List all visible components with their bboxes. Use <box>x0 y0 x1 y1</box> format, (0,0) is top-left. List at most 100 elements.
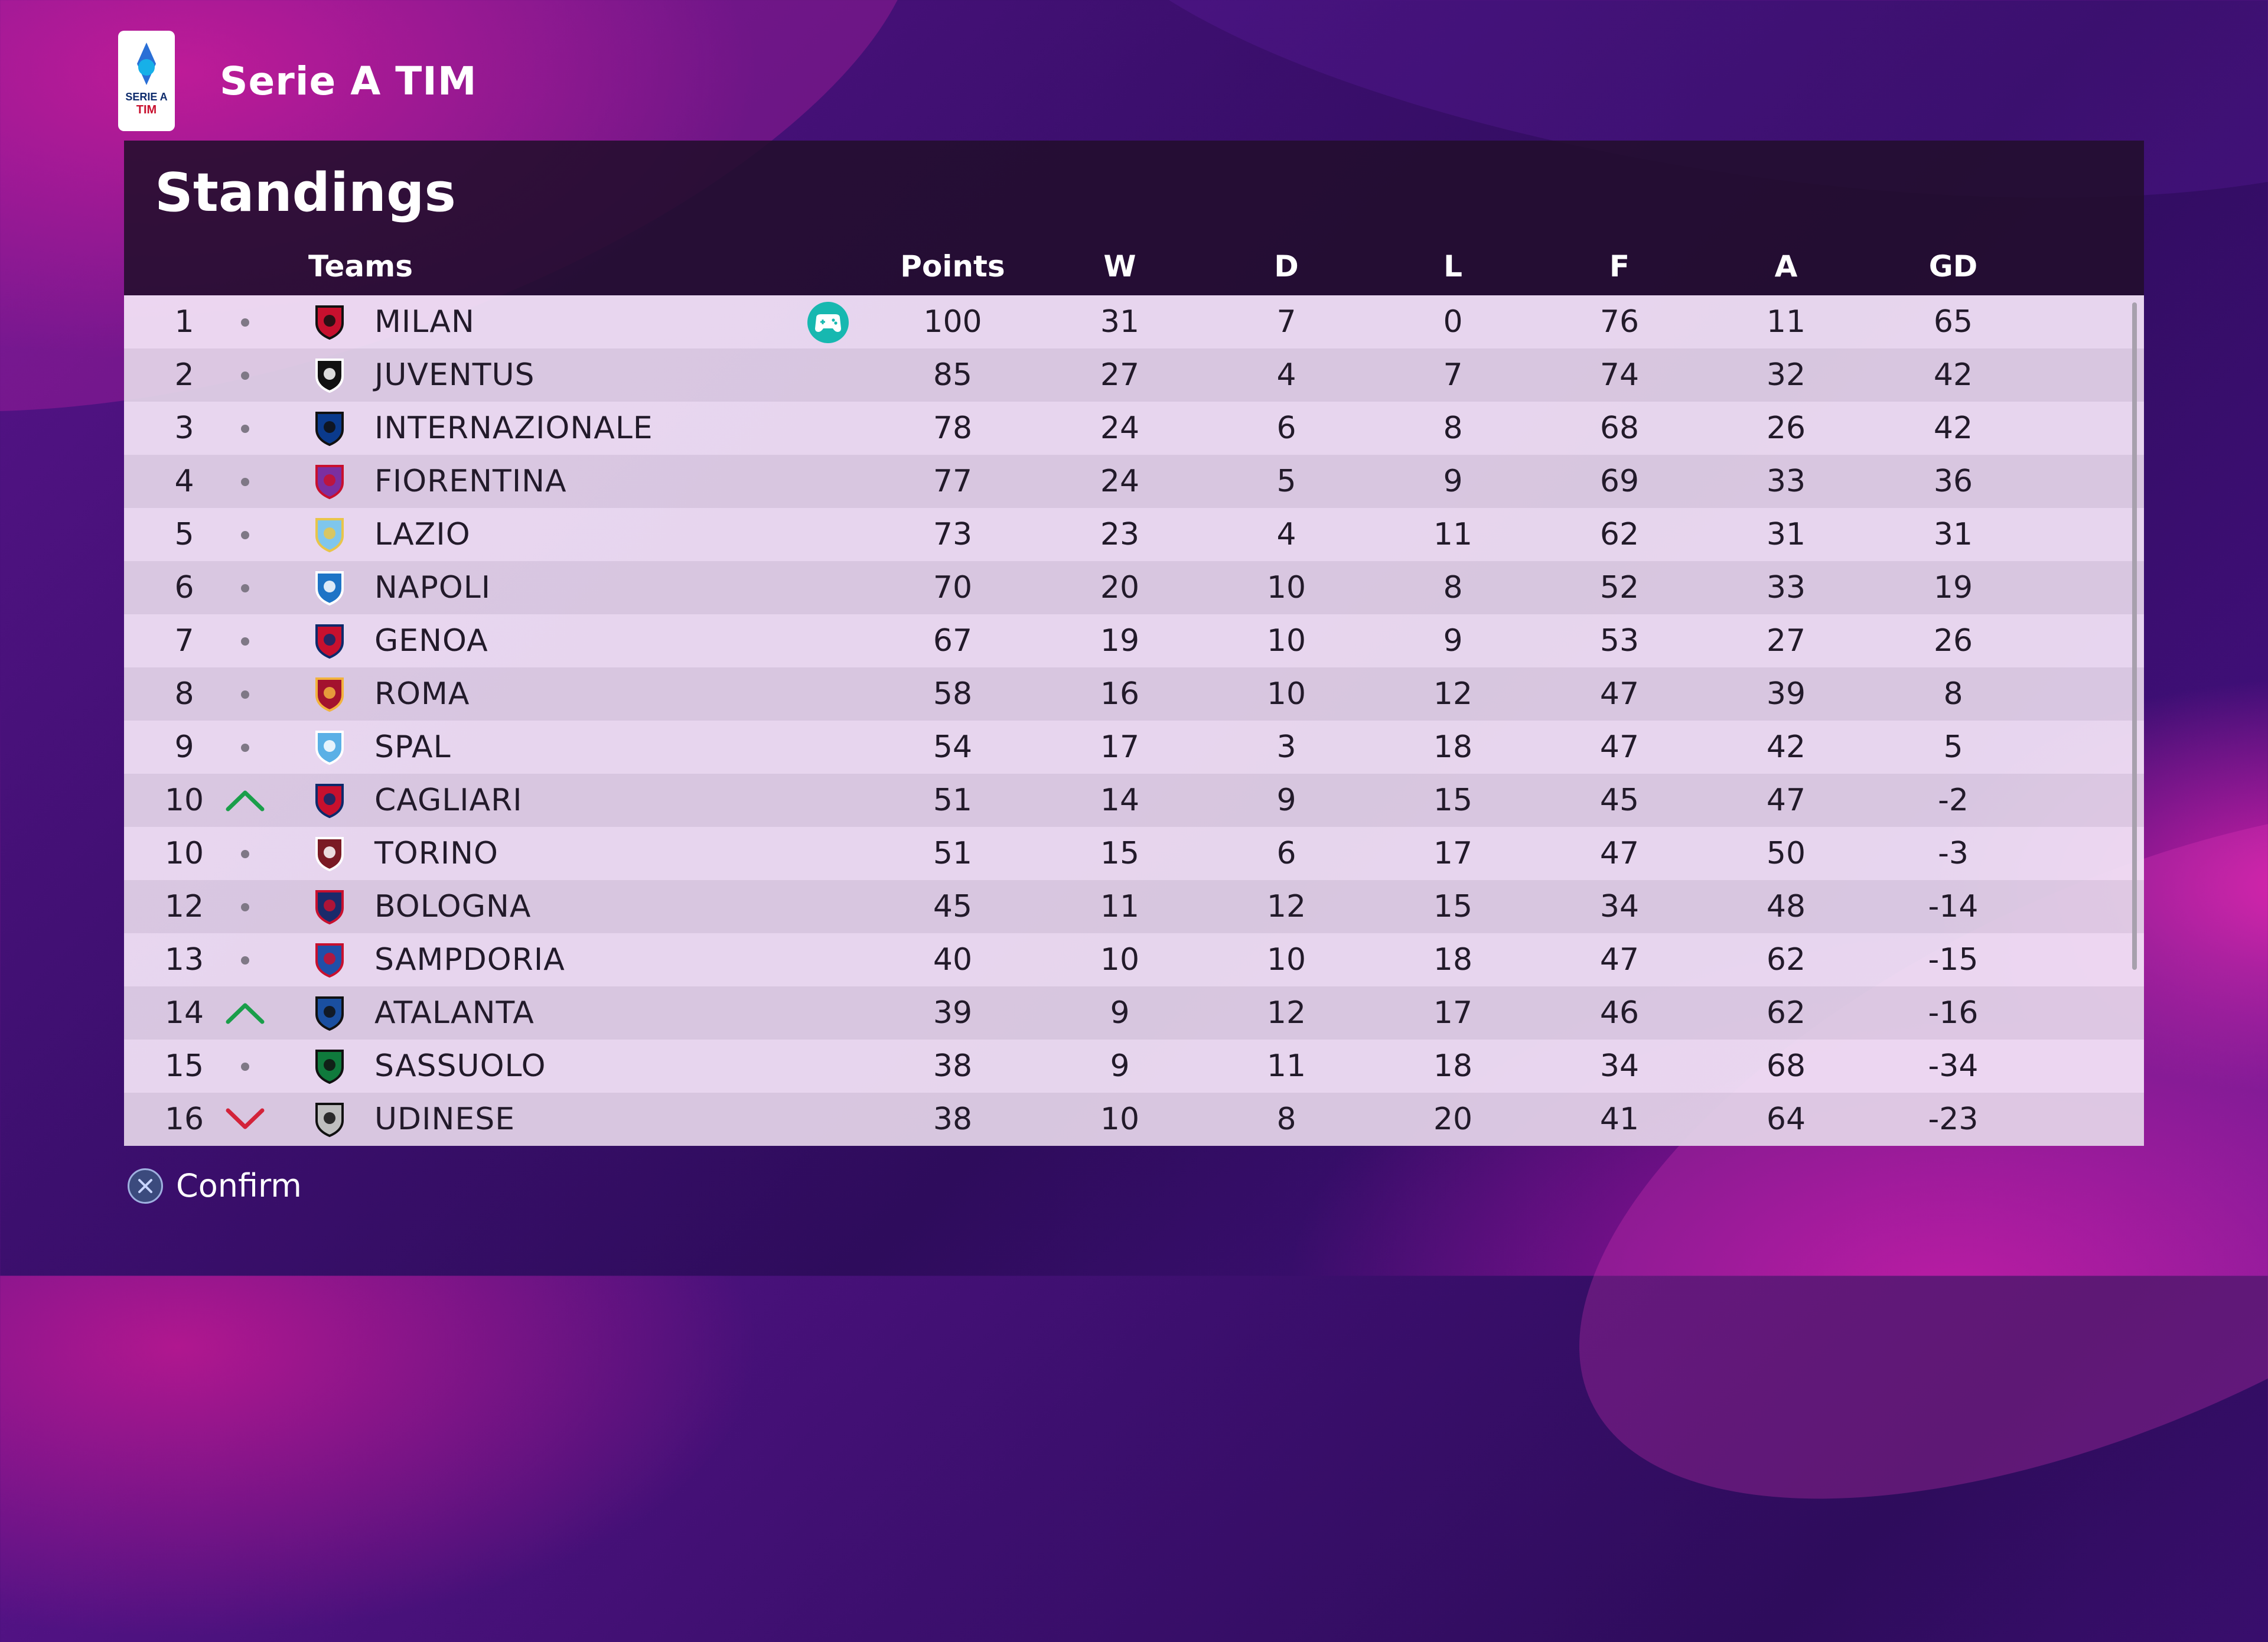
position-cell: 7 <box>174 623 194 659</box>
d-cell: 5 <box>1276 464 1296 499</box>
table-row[interactable]: 12 BOLOGNA 45 11 12 15 34 48 -14 <box>124 880 2144 933</box>
team-name: GENOA <box>374 623 488 659</box>
d-cell: 6 <box>1276 836 1296 871</box>
position-cell: 14 <box>164 995 204 1031</box>
napoli-crest-icon <box>315 571 344 606</box>
a-cell: 62 <box>1766 995 1806 1031</box>
table-row[interactable]: 9 SPAL 54 17 3 18 47 42 5 <box>124 721 2144 774</box>
table-row[interactable]: 1 MILAN 100 31 7 0 76 11 65 <box>124 295 2144 348</box>
l-cell: 8 <box>1443 570 1463 605</box>
trend-same-icon <box>241 690 249 699</box>
f-cell: 74 <box>1599 357 1640 393</box>
f-cell: 34 <box>1599 889 1640 924</box>
gd-cell: 19 <box>1933 570 1973 605</box>
trend-same-icon <box>241 637 249 646</box>
d-cell: 12 <box>1266 995 1306 1031</box>
w-cell: 14 <box>1100 783 1140 818</box>
trend-same-icon <box>241 1063 249 1071</box>
table-row[interactable]: 8 ROMA 58 16 10 12 47 39 8 <box>124 667 2144 721</box>
f-cell: 41 <box>1599 1102 1640 1137</box>
points-cell: 38 <box>933 1102 973 1137</box>
l-cell: 9 <box>1443 464 1463 499</box>
standings-panel: Standings Teams Points W D L F A GD 1 MIL… <box>124 141 2144 1146</box>
column-header-gd: GD <box>1928 249 1978 284</box>
d-cell: 4 <box>1276 357 1296 393</box>
controller-icon <box>807 302 849 343</box>
position-cell: 12 <box>164 889 204 924</box>
trend-same-icon <box>241 584 249 592</box>
table-row[interactable]: 7 GENOA 67 19 10 9 53 27 26 <box>124 614 2144 667</box>
w-cell: 20 <box>1100 570 1140 605</box>
l-cell: 12 <box>1433 676 1473 712</box>
l-cell: 15 <box>1433 783 1473 818</box>
table-row[interactable]: 5 LAZIO 73 23 4 11 62 31 31 <box>124 508 2144 561</box>
table-row[interactable]: 16 UDINESE 38 10 8 20 41 64 -23 <box>124 1093 2144 1146</box>
inter-crest-icon <box>315 412 344 447</box>
atalanta-crest-icon <box>315 996 344 1031</box>
d-cell: 10 <box>1266 676 1306 712</box>
page-header: SERIE A TIM Serie A TIM <box>118 31 477 131</box>
bologna-crest-icon <box>315 890 344 925</box>
position-cell: 16 <box>164 1102 204 1137</box>
team-name: UDINESE <box>374 1102 516 1137</box>
position-cell: 8 <box>174 676 194 712</box>
trend-same-icon <box>241 478 249 486</box>
points-cell: 45 <box>933 889 973 924</box>
position-cell: 6 <box>174 570 194 605</box>
points-cell: 39 <box>933 995 973 1031</box>
l-cell: 18 <box>1433 942 1473 978</box>
gd-cell: -23 <box>1928 1102 1979 1137</box>
w-cell: 9 <box>1110 1048 1130 1084</box>
points-cell: 51 <box>933 836 973 871</box>
scrollbar[interactable] <box>2132 302 2137 970</box>
l-cell: 17 <box>1433 995 1473 1031</box>
points-cell: 54 <box>933 729 973 765</box>
column-header-a: A <box>1774 249 1798 284</box>
points-cell: 51 <box>933 783 973 818</box>
a-cell: 33 <box>1766 570 1806 605</box>
w-cell: 11 <box>1100 889 1140 924</box>
trend-up-icon <box>226 1003 265 1024</box>
juventus-crest-icon <box>315 359 344 393</box>
position-cell: 3 <box>174 410 194 446</box>
l-cell: 18 <box>1433 729 1473 765</box>
table-row[interactable]: 10 TORINO 51 15 6 17 47 50 -3 <box>124 827 2144 880</box>
f-cell: 76 <box>1599 304 1640 340</box>
spal-crest-icon <box>315 731 344 765</box>
l-cell: 7 <box>1443 357 1463 393</box>
trend-same-icon <box>241 425 249 433</box>
f-cell: 53 <box>1599 623 1640 659</box>
f-cell: 47 <box>1599 729 1640 765</box>
a-cell: 33 <box>1766 464 1806 499</box>
standings-table[interactable]: 1 MILAN 100 31 7 0 76 11 65 2 JUVENTUS 85 27 4 7 74 32 42… <box>124 295 2144 1146</box>
table-row[interactable]: 10 CAGLIARI 51 14 9 15 45 47 -2 <box>124 774 2144 827</box>
points-cell: 70 <box>933 570 973 605</box>
a-cell: 26 <box>1766 410 1806 446</box>
gd-cell: 36 <box>1933 464 1973 499</box>
l-cell: 18 <box>1433 1048 1473 1084</box>
table-row[interactable]: 3 INTERNAZIONALE 78 24 6 8 68 26 42 <box>124 402 2144 455</box>
footer-hint[interactable]: Confirm <box>128 1167 302 1204</box>
sampdoria-crest-icon <box>315 943 344 978</box>
w-cell: 24 <box>1100 410 1140 446</box>
f-cell: 69 <box>1599 464 1640 499</box>
a-cell: 32 <box>1766 357 1806 393</box>
column-header-w: W <box>1103 249 1136 284</box>
table-row[interactable]: 4 FIORENTINA 77 24 5 9 69 33 36 <box>124 455 2144 508</box>
team-name: MILAN <box>374 304 475 340</box>
a-cell: 31 <box>1766 517 1806 552</box>
table-row[interactable]: 15 SASSUOLO 38 9 11 18 34 68 -34 <box>124 1040 2144 1093</box>
d-cell: 7 <box>1276 304 1296 340</box>
team-name: SASSUOLO <box>374 1048 546 1084</box>
points-cell: 38 <box>933 1048 973 1084</box>
team-name: JUVENTUS <box>374 357 535 393</box>
gd-cell: -16 <box>1928 995 1979 1031</box>
table-row[interactable]: 13 SAMPDORIA 40 10 10 18 47 62 -15 <box>124 933 2144 986</box>
table-row[interactable]: 2 JUVENTUS 85 27 4 7 74 32 42 <box>124 348 2144 402</box>
w-cell: 9 <box>1110 995 1130 1031</box>
logo-text-bottom: TIM <box>136 103 157 116</box>
d-cell: 3 <box>1276 729 1296 765</box>
logo-text-top: SERIE A <box>125 91 168 103</box>
table-row[interactable]: 14 ATALANTA 39 9 12 17 46 62 -16 <box>124 986 2144 1040</box>
table-row[interactable]: 6 NAPOLI 70 20 10 8 52 33 19 <box>124 561 2144 614</box>
